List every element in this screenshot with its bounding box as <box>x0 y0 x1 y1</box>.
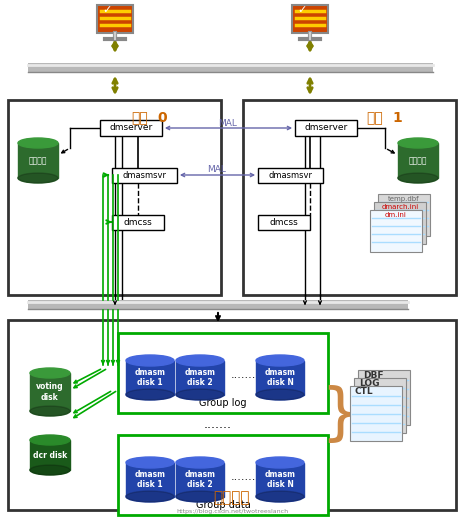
Text: MAL: MAL <box>207 165 226 175</box>
Text: dmasmsvr: dmasmsvr <box>122 171 166 180</box>
Text: .......: ....... <box>204 419 232 431</box>
Text: https://blog.csdn.net/twotreeslanch: https://blog.csdn.net/twotreeslanch <box>175 510 288 514</box>
Ellipse shape <box>256 389 303 400</box>
Text: dcr disk: dcr disk <box>33 451 67 459</box>
Ellipse shape <box>397 173 437 183</box>
Ellipse shape <box>126 389 174 400</box>
Ellipse shape <box>30 465 70 475</box>
Text: MAL: MAL <box>218 119 237 127</box>
Text: 共享存储: 共享存储 <box>213 491 250 506</box>
Text: dmasm
disk 1: dmasm disk 1 <box>134 470 165 489</box>
Bar <box>112 215 163 230</box>
Bar <box>369 210 421 252</box>
Ellipse shape <box>397 138 437 148</box>
Ellipse shape <box>30 368 70 378</box>
Text: 本地存储: 本地存储 <box>29 156 47 165</box>
Ellipse shape <box>18 173 58 183</box>
Text: dmasm
disk 2: dmasm disk 2 <box>184 470 215 489</box>
Bar <box>397 143 437 178</box>
Bar <box>112 168 176 183</box>
Ellipse shape <box>18 138 58 148</box>
Text: 本地存储: 本地存储 <box>408 156 426 165</box>
Bar <box>126 463 174 496</box>
Text: Group log: Group log <box>199 398 246 408</box>
Bar <box>118 333 327 413</box>
Ellipse shape <box>175 491 224 502</box>
Text: .......: ....... <box>230 370 255 380</box>
Bar <box>257 168 322 183</box>
Ellipse shape <box>30 435 70 445</box>
Bar <box>175 361 224 395</box>
Text: dmasm
disk 2: dmasm disk 2 <box>184 368 215 387</box>
Ellipse shape <box>397 173 437 183</box>
Ellipse shape <box>175 389 224 400</box>
Bar <box>8 100 220 295</box>
Bar <box>256 463 303 496</box>
Text: dmasm
disk N: dmasm disk N <box>264 368 295 387</box>
Ellipse shape <box>175 491 224 502</box>
Bar <box>118 435 327 515</box>
Text: dmarch.ini: dmarch.ini <box>381 204 418 210</box>
Text: dm.ini: dm.ini <box>384 212 406 218</box>
Bar <box>175 463 224 496</box>
Bar <box>256 361 303 395</box>
Bar <box>377 194 429 236</box>
Text: voting
disk: voting disk <box>36 382 64 401</box>
Text: dmasmsvr: dmasmsvr <box>268 171 312 180</box>
Text: 节点: 节点 <box>131 111 148 125</box>
Text: temp.dbf: temp.dbf <box>388 196 419 202</box>
Bar <box>30 440 70 470</box>
Text: CTL: CTL <box>354 387 373 396</box>
Bar <box>28 300 407 310</box>
Text: dmasm
disk N: dmasm disk N <box>264 470 295 489</box>
Bar <box>100 120 162 136</box>
Text: Group data: Group data <box>195 500 250 510</box>
Bar <box>126 361 174 395</box>
Ellipse shape <box>256 389 303 400</box>
Bar <box>353 378 405 433</box>
Bar <box>291 5 327 33</box>
Text: DBF: DBF <box>362 371 383 381</box>
Ellipse shape <box>30 406 70 416</box>
Bar <box>30 373 70 411</box>
Ellipse shape <box>175 457 224 468</box>
Bar <box>243 100 455 295</box>
Bar <box>97 5 133 33</box>
Ellipse shape <box>256 457 303 468</box>
Text: dmcss: dmcss <box>269 218 298 227</box>
Text: ✓: ✓ <box>102 5 111 15</box>
Bar <box>257 215 309 230</box>
Ellipse shape <box>126 457 174 468</box>
Ellipse shape <box>30 465 70 475</box>
Text: 0: 0 <box>157 111 167 125</box>
Text: 1: 1 <box>391 111 401 125</box>
Text: dmserver: dmserver <box>109 123 152 133</box>
Ellipse shape <box>30 406 70 416</box>
Bar <box>294 120 356 136</box>
Bar <box>357 370 409 425</box>
Bar <box>373 202 425 244</box>
Ellipse shape <box>18 173 58 183</box>
Ellipse shape <box>256 355 303 366</box>
Ellipse shape <box>126 355 174 366</box>
Text: }: } <box>319 385 359 445</box>
Bar <box>349 386 401 441</box>
Bar <box>8 320 455 510</box>
Bar <box>28 63 432 73</box>
Text: dmasm
disk 1: dmasm disk 1 <box>134 368 165 387</box>
Text: LOG: LOG <box>358 380 379 388</box>
Text: ✓: ✓ <box>296 5 306 15</box>
Ellipse shape <box>126 491 174 502</box>
Bar <box>18 143 58 178</box>
Text: dmserver: dmserver <box>304 123 347 133</box>
Text: .......: ....... <box>230 472 255 482</box>
Text: 节点: 节点 <box>366 111 382 125</box>
Ellipse shape <box>126 389 174 400</box>
Ellipse shape <box>175 355 224 366</box>
Text: dmcss: dmcss <box>123 218 152 227</box>
Ellipse shape <box>126 491 174 502</box>
Ellipse shape <box>256 491 303 502</box>
Ellipse shape <box>175 389 224 400</box>
Ellipse shape <box>256 491 303 502</box>
